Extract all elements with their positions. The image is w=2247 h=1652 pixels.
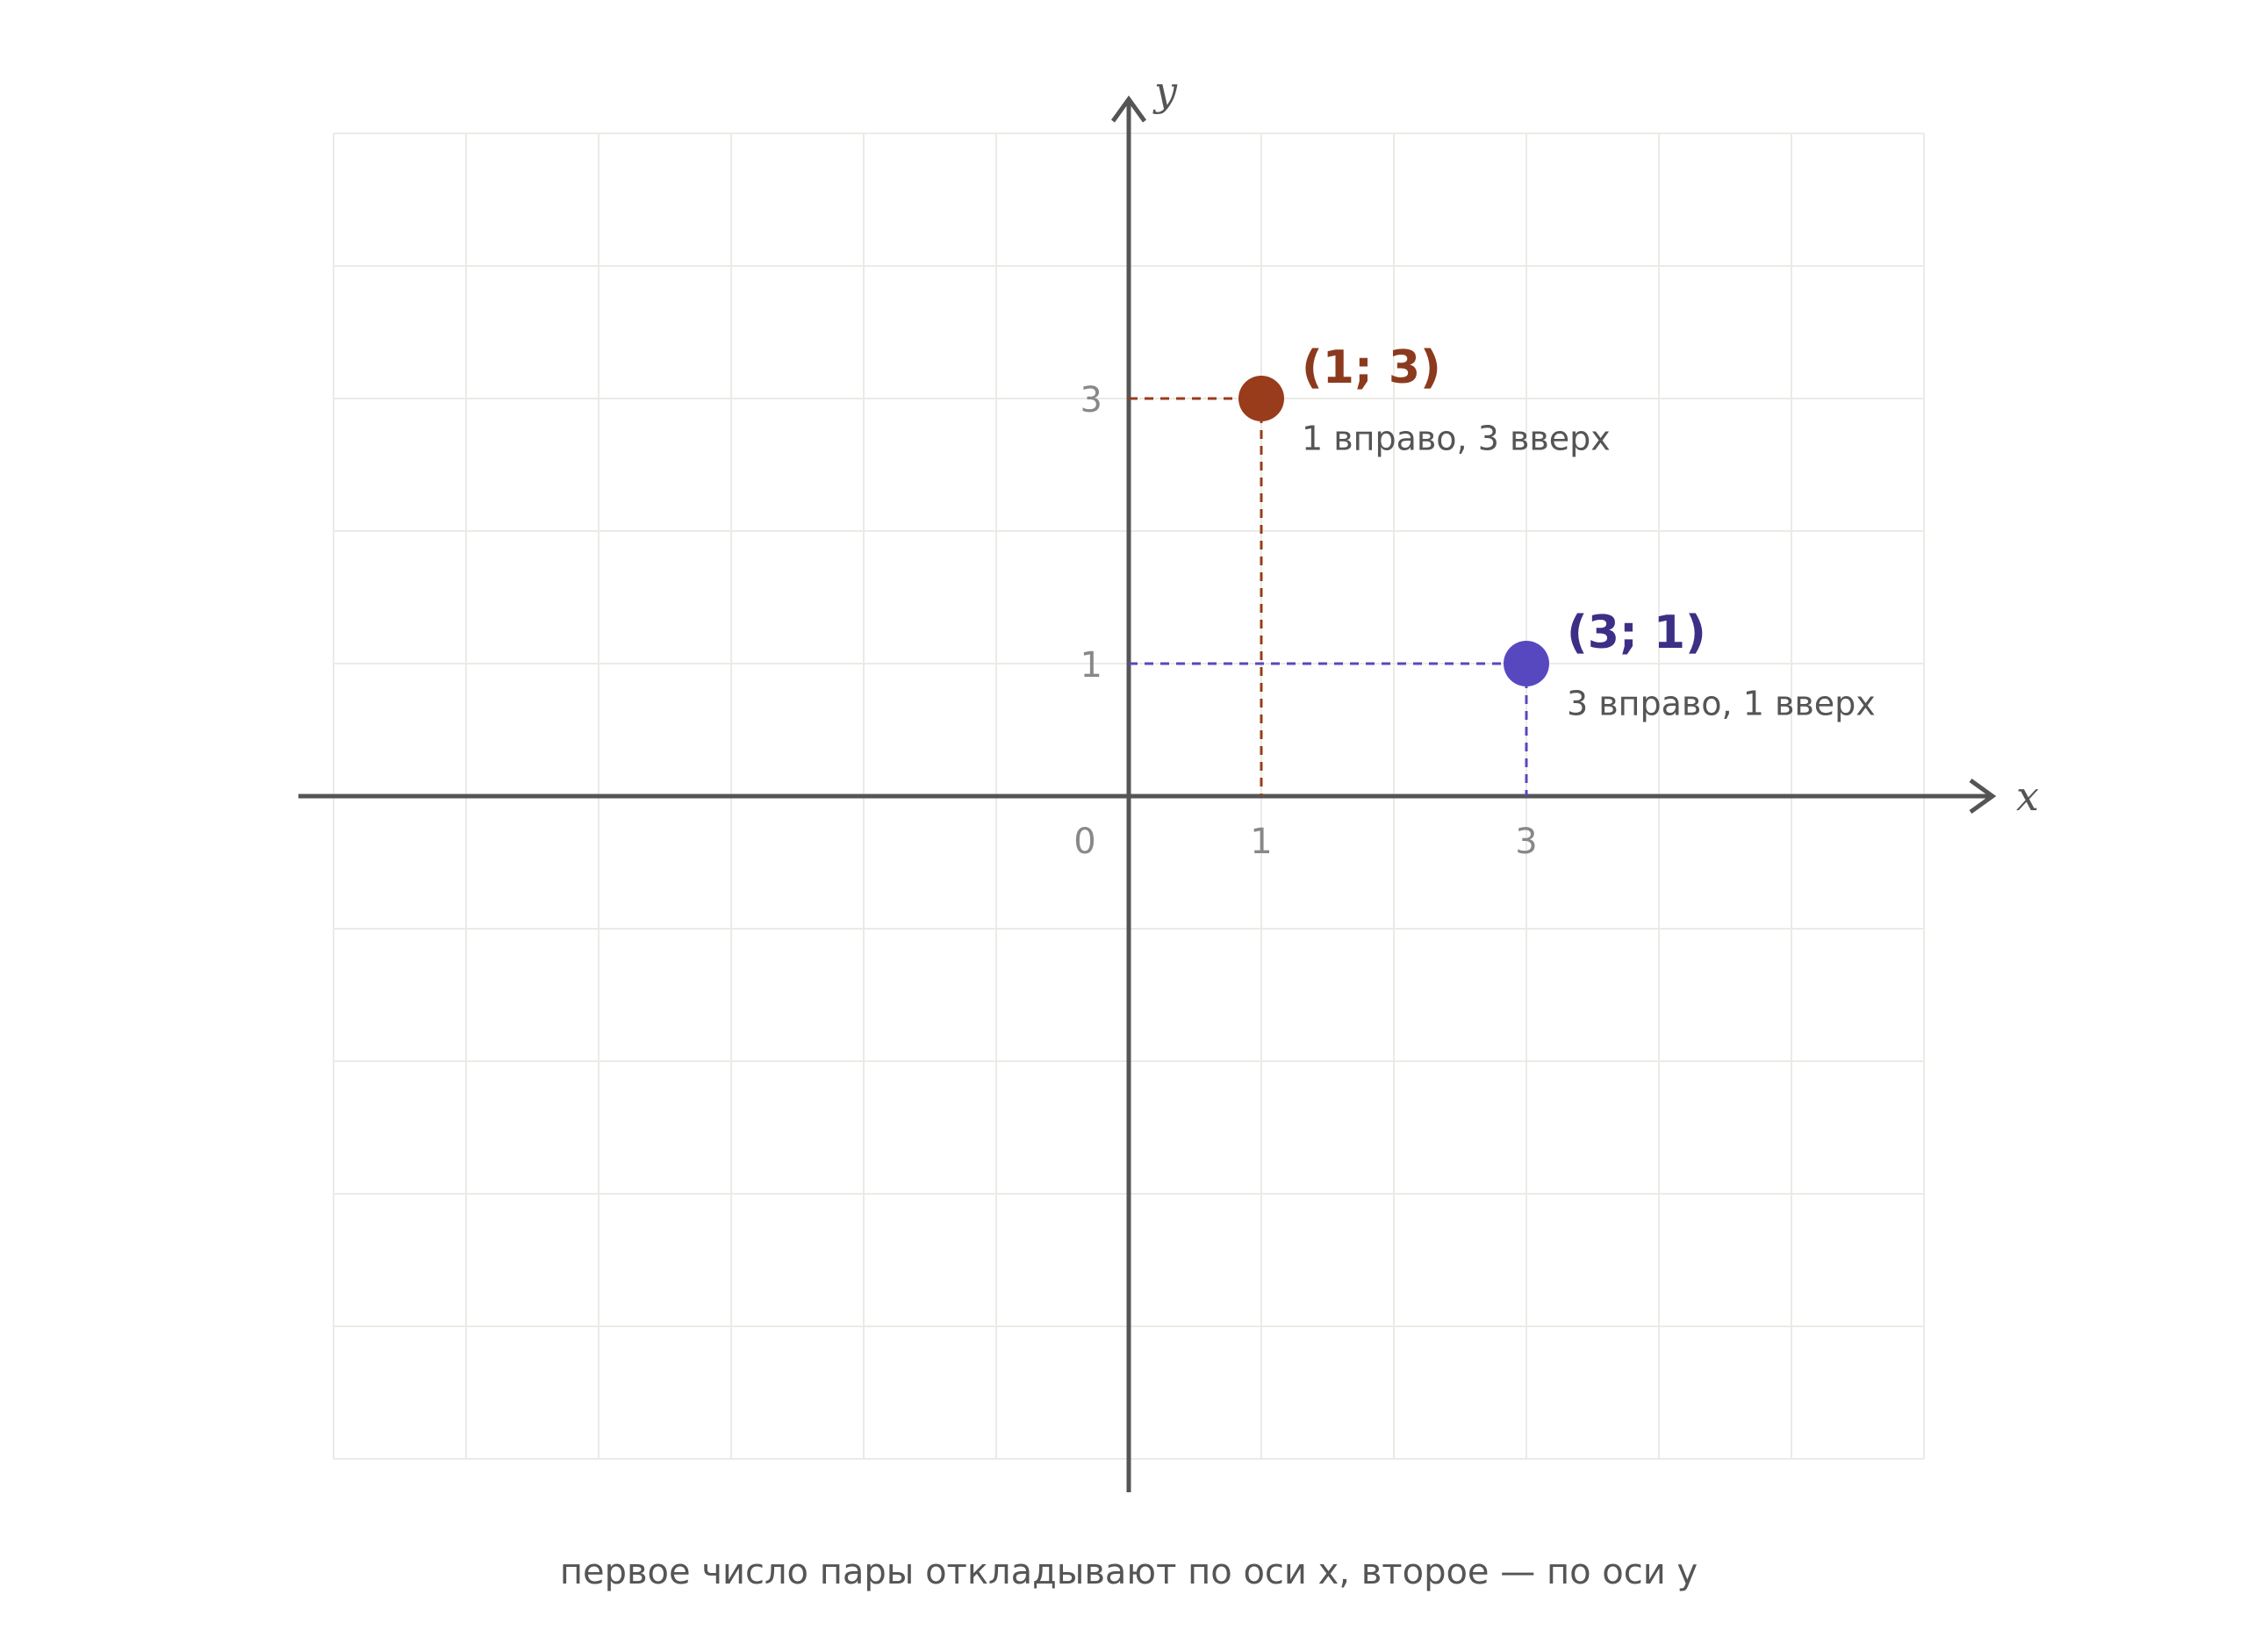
point xyxy=(1238,376,1284,421)
y-tick-label: 1 xyxy=(1080,645,1102,686)
point-label: (3; 1) xyxy=(1567,607,1706,659)
point-note: 3 вправо, 1 вверх xyxy=(1567,685,1876,723)
y-axis-arrow xyxy=(1110,95,1147,123)
x-tick-label: 1 xyxy=(1250,822,1272,862)
point xyxy=(1504,641,1549,686)
point-note: 1 вправо, 3 вверх xyxy=(1302,420,1611,458)
caption: первое число пары откладывают по оси x, … xyxy=(560,1552,1698,1592)
x-tick-label: 0 xyxy=(1073,822,1095,862)
x-tick-label: 3 xyxy=(1515,822,1537,862)
y-axis-label: y xyxy=(1152,68,1178,115)
x-axis-arrow xyxy=(1969,778,1997,815)
point-label: (1; 3) xyxy=(1302,341,1441,394)
x-axis-label: x xyxy=(2016,772,2039,820)
y-tick-label: 3 xyxy=(1080,380,1102,420)
